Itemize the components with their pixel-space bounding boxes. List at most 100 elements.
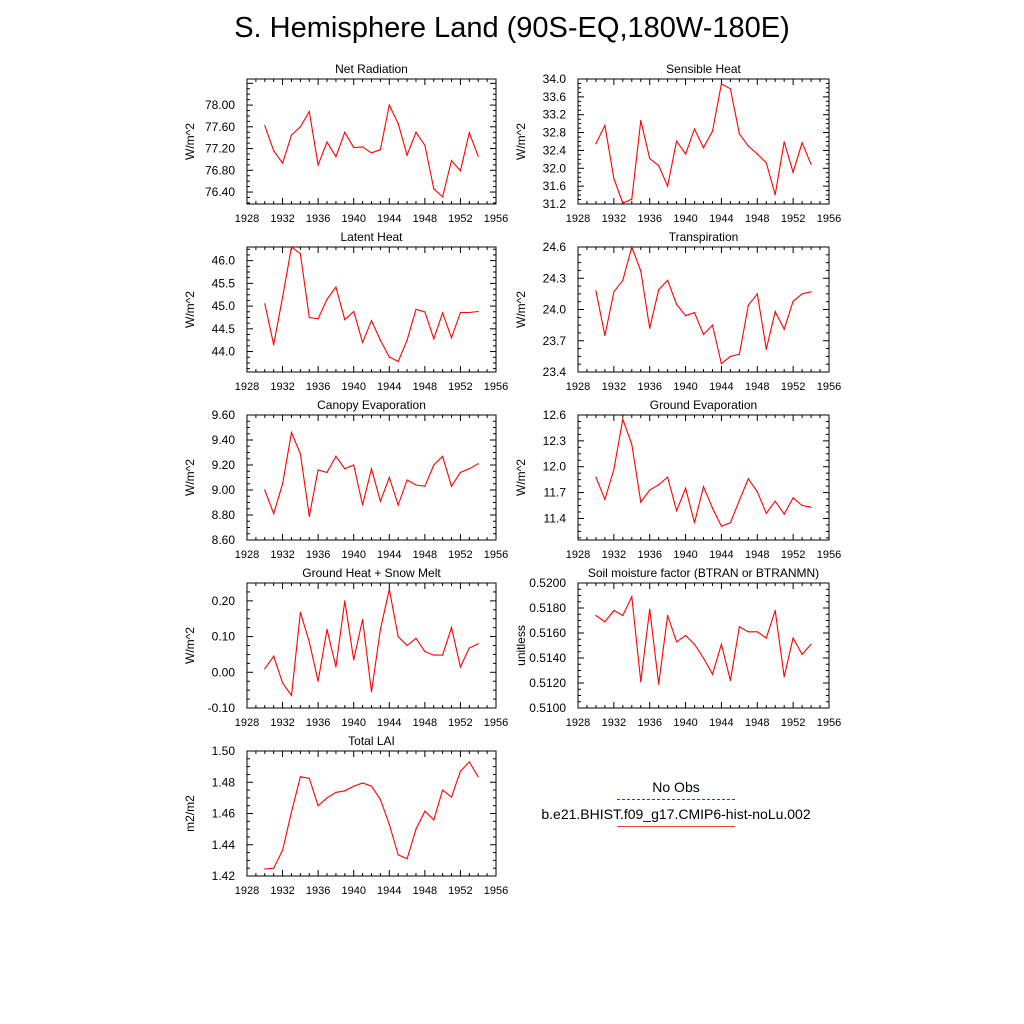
data-point (613, 609, 615, 612)
x-tick-label: 1928 (566, 549, 590, 561)
data-point (658, 165, 660, 167)
y-tick-label: 31.6 (543, 179, 567, 193)
x-tick-label: 1952 (448, 885, 472, 897)
y-axis-label: W/m^2 (514, 123, 528, 160)
data-point (406, 858, 408, 860)
y-tick-label: 12.6 (543, 408, 567, 422)
data-point (684, 153, 687, 155)
y-tick-label: 33.2 (543, 108, 567, 122)
data-point (433, 654, 435, 656)
data-point (468, 132, 470, 134)
data-point (353, 464, 355, 466)
y-tick-label: 45.5 (212, 276, 236, 290)
plot-frame (577, 414, 830, 541)
data-point (335, 666, 337, 668)
data-point (317, 164, 319, 166)
data-point (433, 819, 435, 821)
data-point (397, 635, 399, 638)
series-line (595, 594, 812, 685)
data-point (344, 319, 346, 321)
x-tick-label: 1952 (448, 717, 472, 729)
panel-title: Ground Evaporation (650, 398, 757, 412)
x-tick-label: 1948 (745, 549, 769, 561)
x-tick-label: 1952 (781, 213, 805, 225)
data-point (756, 491, 758, 493)
y-tick-label: 1.44 (212, 838, 236, 852)
data-point (649, 489, 651, 491)
data-point (711, 130, 714, 132)
data-point (459, 471, 462, 474)
data-point (702, 333, 705, 336)
y-axis-label: W/m^2 (183, 459, 197, 496)
x-tick-label: 1952 (448, 381, 472, 393)
x-tick-label: 1936 (637, 717, 661, 729)
x-tick-label: 1932 (270, 381, 294, 393)
panel-7: Ground Heat + Snow Melt W/m^2 1928 1932 1936… (183, 566, 508, 729)
data-point (362, 782, 364, 784)
data-point (765, 348, 767, 350)
data-point (433, 188, 435, 190)
x-tick-label: 1948 (413, 213, 437, 225)
data-point (774, 310, 776, 313)
data-point (299, 776, 301, 778)
data-point (631, 246, 633, 248)
panel-title: Soil moisture factor (BTRAN or BTRANMN) (588, 566, 819, 580)
data-point (774, 609, 776, 612)
data-point (362, 146, 364, 148)
panel-9: Total LAI m2/m2 1928 1932 1936 1940 1944 1948 19… (183, 734, 508, 897)
y-tick-label: 78.00 (205, 98, 235, 112)
data-point (468, 468, 470, 470)
x-tick-label: 1936 (637, 549, 661, 561)
data-point (667, 185, 669, 187)
y-tick-label: 0.5100 (529, 701, 566, 715)
data-point (317, 680, 319, 682)
data-point (631, 198, 633, 200)
y-tick-label: 76.40 (205, 185, 235, 199)
data-point (370, 785, 373, 787)
x-tick-label: 1932 (270, 717, 294, 729)
x-tick-label: 1952 (448, 549, 472, 561)
data-point (702, 147, 705, 149)
x-tick-label: 1936 (637, 381, 661, 393)
y-tick-label: 0.20 (212, 594, 236, 608)
data-point (729, 355, 731, 357)
plot-frame (246, 78, 497, 205)
data-point (658, 289, 660, 291)
x-tick-label: 1940 (341, 213, 365, 225)
data-point (415, 484, 417, 486)
data-point (747, 145, 749, 147)
data-point (397, 122, 399, 125)
data-point (711, 507, 714, 509)
data-point (810, 163, 812, 165)
x-tick-label: 1948 (745, 381, 769, 393)
data-point (379, 798, 381, 801)
data-point (406, 339, 408, 341)
data-point (406, 479, 408, 481)
data-point (613, 468, 615, 470)
y-tick-label: 0.5140 (529, 651, 566, 665)
data-point (299, 126, 301, 128)
data-point (335, 791, 337, 794)
data-point (640, 681, 642, 683)
data-point (477, 310, 479, 313)
data-point (299, 453, 301, 455)
data-point (273, 867, 275, 869)
data-point (379, 149, 381, 151)
data-point (783, 513, 785, 515)
y-tick-label: 1.46 (212, 807, 236, 821)
data-point (702, 485, 705, 488)
x-tick-label: 1944 (709, 381, 733, 393)
x-tick-label: 1932 (602, 213, 626, 225)
data-point (649, 157, 651, 160)
data-point (684, 487, 687, 489)
data-point (433, 338, 435, 340)
data-point (308, 777, 310, 779)
x-tick-label: 1956 (817, 213, 841, 225)
data-point (353, 659, 355, 661)
data-point (801, 142, 803, 144)
x-tick-label: 1956 (817, 549, 841, 561)
data-point (720, 525, 723, 527)
x-tick-label: 1948 (413, 717, 437, 729)
x-tick-label: 1944 (377, 885, 401, 897)
y-tick-label: 76.80 (205, 163, 235, 177)
